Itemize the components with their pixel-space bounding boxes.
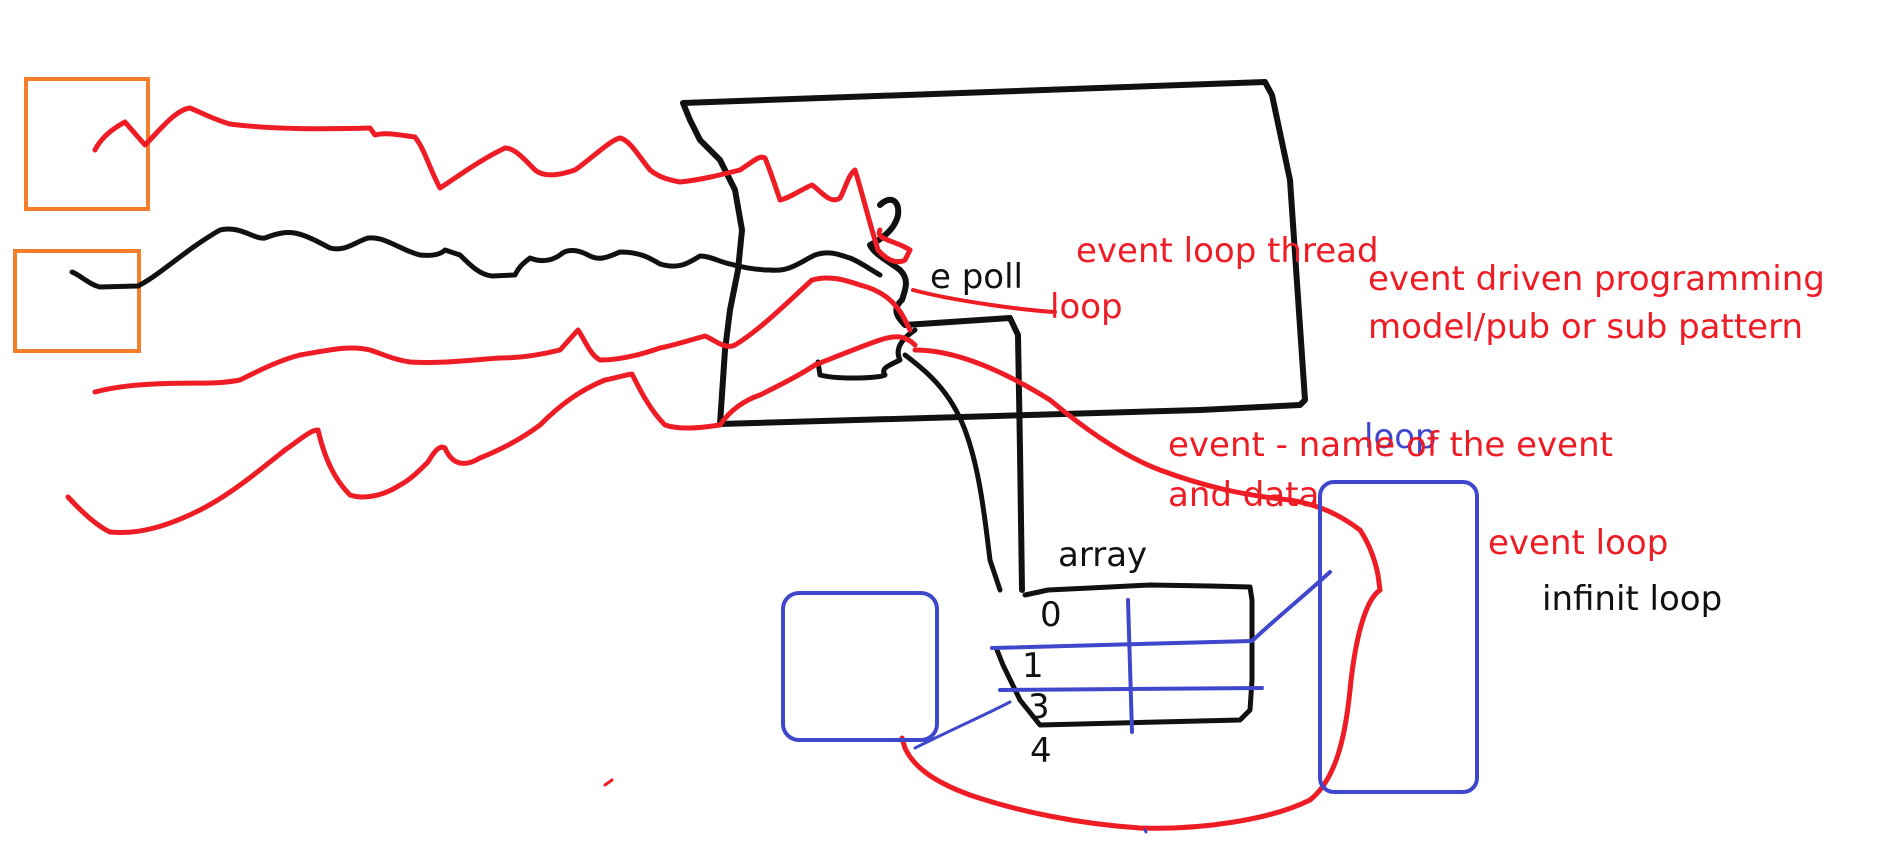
and-data-label: and data [1168, 475, 1319, 515]
infinit-loop-label: infinit loop [1542, 579, 1722, 619]
epoll-label: e poll [930, 257, 1023, 297]
epoll-loop-line-red [911, 288, 1057, 314]
loop-label-red: loop [1050, 287, 1123, 327]
array-label: array [1058, 535, 1147, 575]
event-loop-thread-box [680, 79, 1308, 427]
request-wave-black [69, 226, 883, 290]
pub-sub-pattern-label: model/pub or sub pattern [1368, 307, 1803, 347]
loop-label-blue: loop [1364, 417, 1437, 457]
array-to-event-loop-line [1250, 570, 1332, 643]
event-driven-programming-label: event driven programming [1368, 259, 1825, 299]
array-index-1: 1 [1022, 646, 1044, 686]
blue-dot [1143, 828, 1148, 834]
callback-box-left [781, 591, 939, 742]
event-loop-label: event loop [1488, 523, 1668, 563]
event-flow-arrow-red [899, 347, 1383, 831]
epoll-inner-shape [815, 327, 918, 381]
event-name-label: event - name of the event [1168, 425, 1613, 465]
client-box-bottom [13, 249, 141, 353]
request-wave-red-1 [92, 105, 913, 265]
request-wave-red-3 [65, 334, 918, 536]
array-grid-h1 [990, 639, 1254, 650]
array-to-callback-arrow [913, 700, 1012, 750]
array-grid-v [1126, 598, 1134, 734]
stray-red-mark [603, 778, 614, 787]
epoll-hook [867, 196, 1025, 593]
array-index-4: 4 [1030, 731, 1052, 771]
event-loop-box-right [1318, 480, 1479, 794]
request-wave-red-2 [92, 275, 913, 395]
array-index-0: 0 [1040, 595, 1062, 635]
array-index-3: 3 [1028, 687, 1050, 727]
epoll-tail [902, 352, 1003, 593]
client-box-top [24, 77, 150, 211]
event-loop-thread-label: event loop thread [1076, 231, 1379, 271]
